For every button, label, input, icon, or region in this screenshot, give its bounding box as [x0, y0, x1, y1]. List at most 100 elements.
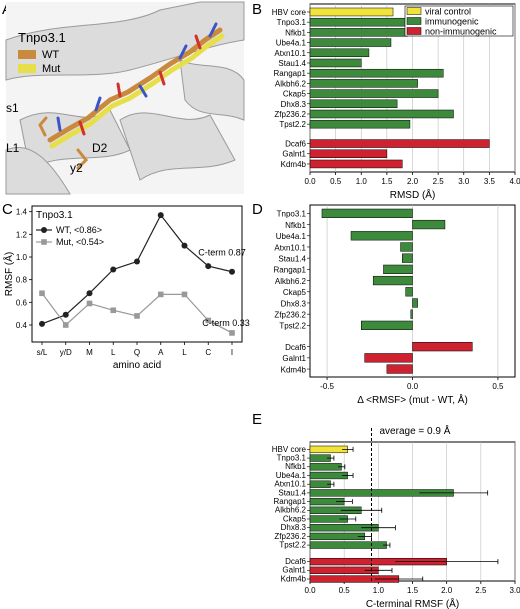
point-wt-0-86-1	[62, 311, 69, 318]
y-tick-label: 0.6	[16, 298, 28, 307]
x-tick-label: 2.0	[407, 177, 419, 186]
row-label-tpst2-2: Tpst2.2	[279, 120, 306, 129]
legend-bg	[405, 6, 513, 16]
row-label-atxn10-1: Atxn10.1	[274, 243, 306, 252]
legend-bg	[405, 26, 513, 36]
x-tick-label: 0.0	[407, 382, 419, 391]
residue-label-s1: s1	[6, 101, 19, 115]
bar-nfkb1	[412, 219, 446, 230]
point-wt-0-86-3	[110, 266, 117, 273]
x-tick-label: -0.5	[320, 382, 334, 391]
row-label-galnt1: Galnt1	[282, 354, 306, 363]
point-wt-0-86-7	[205, 263, 212, 270]
legend-marker-mut-0-54	[41, 239, 47, 245]
row-label-nfkb1: Nfkb1	[285, 28, 306, 37]
row-label-zfp236-2: Zfp236.2	[274, 110, 306, 119]
x-axis-title: Δ <RMSF> (mut - WT, Å)	[357, 393, 468, 406]
panel-label-d: D	[252, 201, 263, 218]
x-tick-label: 1.0	[373, 586, 385, 595]
bar-ckap5	[405, 287, 413, 297]
x-tick-label: Q	[134, 348, 140, 357]
bar-stau1-4	[309, 58, 362, 68]
row-label-ckap5: Ckap5	[283, 90, 307, 99]
row-label-dcaf6: Dcaf6	[285, 140, 306, 149]
x-tick-label: L	[182, 348, 187, 357]
bar-rangap1	[383, 264, 413, 274]
row-label-kdm4b: Kdm4b	[281, 365, 307, 374]
row-label-nfkb1: Nfkb1	[285, 221, 306, 230]
point-wt-0-86-8	[229, 268, 235, 275]
bar-alkbh6-2	[372, 275, 413, 286]
bar-dcaf6	[309, 139, 490, 148]
bar-galnt1	[309, 149, 388, 158]
legend-swatch-viral-control	[406, 7, 422, 15]
bar-ube4a-1	[309, 471, 348, 480]
point-wt-0-86-0	[39, 320, 45, 327]
bar-hbv-core	[309, 445, 348, 454]
x-tick-label: L	[111, 348, 116, 357]
bar-tpst2-2	[309, 119, 411, 129]
row-label-hbv-core: HBV core	[272, 445, 307, 454]
bar-zfp236-2	[309, 532, 365, 541]
x-tick-label: I	[231, 348, 233, 357]
x-tick-label: 3.5	[484, 177, 496, 186]
x-tick-label: 0.0	[304, 177, 316, 186]
row-label-ckap5: Ckap5	[283, 514, 307, 523]
point-mut-0-54-3	[110, 307, 117, 314]
bar-atxn10-1	[309, 48, 370, 58]
row-label-atxn10-1: Atxn10.1	[274, 49, 306, 58]
wt-legend-label: WT	[42, 49, 59, 61]
legend-label-viral-control: viral control	[425, 7, 471, 17]
y-axis-title: RMSF (Å)	[2, 252, 15, 296]
y-tick-label: 0.8	[16, 276, 28, 285]
bar-dhx8-3	[412, 298, 418, 308]
x-tick-label: 0.0	[304, 586, 316, 595]
mut-legend-label: Mut	[42, 63, 60, 75]
point-mut-0-54-2	[86, 300, 93, 307]
row-label-stau1-4: Stau1.4	[278, 488, 306, 497]
row-label-dhx8-3: Dhx8.3	[281, 299, 307, 308]
point-wt-0-86-2	[86, 290, 93, 297]
row-label-alkbh6-2: Alkbh6.2	[275, 277, 307, 286]
bar-tpst2-2	[309, 541, 387, 549]
row-label-tpst2-2: Tpst2.2	[279, 540, 306, 549]
x-tick-label: 2.0	[441, 586, 453, 595]
rmsf-line-chart: 0.4 0.6 0.8 1.0 1.2 1.4 s/L y/D M L Q A L C I Tnpo3.1 WT…	[2, 205, 250, 371]
x-tick-label: 1.5	[381, 177, 393, 186]
row-label-tnpo3-1: Tnpo3.1	[277, 210, 307, 219]
legend-label-mut-0-54: Mut, <0.54>	[56, 237, 104, 247]
row-label-ube4a-1: Ube4a.1	[276, 471, 307, 480]
row-label-dhx8-3: Dhx8.3	[281, 100, 307, 109]
point-wt-0-86-6	[181, 242, 188, 249]
point-wt-0-86-4	[134, 258, 140, 265]
x-tick-label: 1.5	[407, 586, 419, 595]
residue-label-l1: L1	[6, 141, 20, 155]
residue-label-d2: D2	[92, 141, 108, 155]
protein-ribbon	[5, 1, 245, 195]
legend-label-wt-0-86: WT, <0.86>	[56, 225, 102, 235]
row-label-rangap1: Rangap1	[274, 497, 307, 506]
point-mut-0-54-8	[229, 330, 235, 336]
x-tick-label: M	[86, 348, 93, 357]
wt-swatch	[18, 50, 36, 59]
bar-atxn10-1	[400, 242, 413, 252]
x-tick-label: 2.5	[475, 586, 487, 595]
x-tick-label: C	[205, 348, 211, 357]
row-label-alkbh6-2: Alkbh6.2	[275, 79, 307, 88]
delta-rmsf-bar-chart: -0.5 0.0 0.5 Tnpo3.1 Nfkb1 Ube4a.1 Atxn10.1 Sta…	[274, 204, 516, 406]
panel-label-e: E	[252, 411, 262, 428]
x-axis-title: RMSD (Å)	[390, 188, 436, 201]
row-label-rangap1: Rangap1	[274, 266, 307, 275]
chart-title: Tnpo3.1	[36, 210, 73, 221]
bar-hbv-core	[309, 7, 394, 17]
x-tick-label: 4.0	[509, 177, 520, 186]
bar-ube4a-1	[309, 38, 392, 47]
row-label-ckap5: Ckap5	[283, 288, 307, 297]
row-label-stau1-4: Stau1.4	[278, 255, 306, 264]
point-mut-0-54-7	[205, 317, 212, 324]
legend-swatch-immunogenic	[406, 17, 422, 25]
row-label-nfkb1: Nfkb1	[285, 462, 306, 471]
y-tick-label: 1.0	[16, 253, 28, 262]
x-axis-title: amino acid	[113, 360, 161, 371]
bar-tpst2-2	[361, 320, 413, 330]
